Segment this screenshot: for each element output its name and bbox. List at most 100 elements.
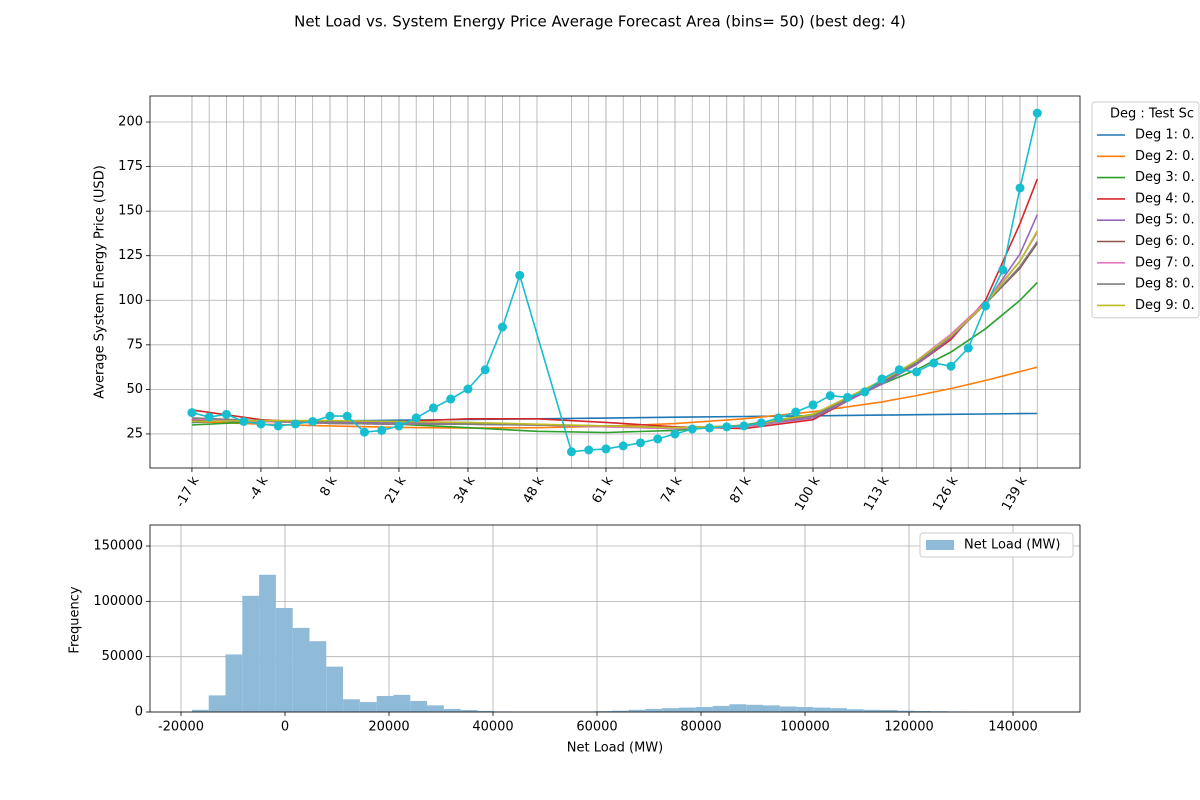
point-marker bbox=[428, 403, 438, 413]
point-marker bbox=[325, 411, 335, 421]
histogram-bar bbox=[914, 711, 931, 712]
point-marker bbox=[446, 394, 456, 404]
x-axis-label: Net Load (MW) bbox=[567, 741, 663, 756]
point-marker bbox=[1015, 183, 1025, 193]
histogram-bar bbox=[712, 705, 730, 712]
legend-label: Deg 6: 0. bbox=[1135, 234, 1195, 249]
histogram-bar bbox=[275, 607, 293, 712]
legend-label: Deg 7: 0. bbox=[1135, 255, 1195, 270]
histogram-bar bbox=[762, 705, 780, 712]
plot-frame bbox=[149, 95, 1081, 469]
histogram-bar bbox=[897, 710, 915, 712]
point-marker bbox=[808, 400, 818, 410]
point-marker bbox=[739, 421, 749, 431]
point-marker bbox=[877, 374, 887, 384]
point-marker bbox=[584, 445, 594, 455]
y-tick-label: 25 bbox=[126, 426, 143, 441]
y-tick-label: 200 bbox=[118, 115, 143, 130]
histogram-bar bbox=[208, 695, 226, 712]
legend-label: Deg 3: 0. bbox=[1135, 170, 1195, 185]
histogram-bar bbox=[846, 709, 864, 712]
point-marker bbox=[411, 413, 421, 423]
histogram-bar bbox=[880, 710, 898, 712]
y-tick-label: 125 bbox=[118, 248, 143, 263]
histogram-bar bbox=[292, 627, 310, 712]
histogram-bar bbox=[460, 710, 478, 712]
x-tick-label: 140000 bbox=[988, 720, 1038, 735]
histogram-bar bbox=[343, 699, 360, 712]
legend-label: Deg 1: 0. bbox=[1135, 128, 1195, 143]
point-marker bbox=[687, 424, 697, 434]
histogram-bar bbox=[830, 708, 847, 712]
point-marker bbox=[653, 434, 663, 444]
legend-box bbox=[919, 532, 1074, 558]
histogram-bar bbox=[191, 709, 209, 712]
histogram-bar bbox=[662, 708, 680, 712]
histogram-bar bbox=[309, 641, 327, 712]
legend-label: Deg 8: 0. bbox=[1135, 277, 1195, 292]
point-marker bbox=[515, 270, 525, 280]
point-marker bbox=[963, 343, 973, 353]
point-marker bbox=[342, 411, 352, 421]
histogram-bar bbox=[679, 707, 696, 712]
x-tick-label: -20000 bbox=[158, 720, 204, 735]
point-marker bbox=[773, 413, 783, 423]
point-marker bbox=[618, 441, 628, 451]
point-marker bbox=[946, 361, 956, 371]
histogram-bar bbox=[326, 666, 344, 712]
legend-label: Deg 2: 0. bbox=[1135, 149, 1195, 164]
legend-swatch bbox=[926, 540, 954, 550]
histogram-bar bbox=[729, 704, 747, 712]
point-marker bbox=[722, 422, 732, 432]
histogram-bar bbox=[225, 654, 243, 712]
point-marker bbox=[912, 367, 922, 377]
legend-label: Deg 9: 0. bbox=[1135, 298, 1195, 313]
point-marker bbox=[929, 358, 939, 368]
histogram-bar bbox=[863, 709, 881, 712]
point-marker bbox=[204, 412, 214, 422]
point-marker bbox=[480, 365, 490, 375]
histogram-bar bbox=[796, 707, 814, 712]
point-marker bbox=[670, 429, 680, 439]
legend-label: Deg 4: 0. bbox=[1135, 191, 1195, 206]
y-tick-label: 100000 bbox=[93, 594, 143, 609]
point-marker bbox=[566, 447, 576, 457]
histogram-bar bbox=[611, 710, 629, 712]
histogram-bar bbox=[359, 702, 377, 712]
y-tick-label: 0 bbox=[135, 705, 143, 720]
histogram-bar bbox=[746, 704, 763, 712]
histogram-bar bbox=[695, 707, 713, 712]
chart-title: Net Load vs. System Energy Price Average… bbox=[294, 13, 906, 31]
series-line bbox=[191, 366, 1038, 429]
point-marker bbox=[998, 265, 1008, 275]
point-marker bbox=[1032, 108, 1042, 118]
legend-label: Deg 5: 0. bbox=[1135, 213, 1195, 228]
point-marker bbox=[221, 409, 231, 419]
point-marker bbox=[497, 322, 507, 332]
y-axis-label: Average System Energy Price (USD) bbox=[93, 165, 108, 399]
histogram-bar bbox=[376, 695, 394, 712]
histogram-bar bbox=[628, 709, 646, 712]
point-marker bbox=[463, 384, 473, 394]
point-marker bbox=[601, 444, 611, 454]
histogram-bar bbox=[410, 700, 428, 712]
histogram-bar bbox=[813, 707, 831, 712]
x-tick-label: 0 bbox=[281, 720, 289, 735]
y-tick-label: 50 bbox=[126, 382, 143, 397]
y-tick-label: 150000 bbox=[93, 539, 143, 554]
point-marker bbox=[273, 421, 283, 431]
histogram-bar bbox=[393, 694, 411, 712]
legend-title: Deg : Test Sc bbox=[1110, 107, 1194, 122]
histogram-bar bbox=[779, 706, 797, 712]
point-marker bbox=[704, 423, 714, 433]
point-marker bbox=[256, 419, 266, 429]
point-marker bbox=[290, 419, 300, 429]
point-marker bbox=[791, 407, 801, 417]
x-tick-label: 60000 bbox=[576, 720, 617, 735]
point-marker bbox=[894, 365, 904, 375]
y-tick-label: 100 bbox=[118, 293, 143, 308]
point-marker bbox=[756, 418, 766, 428]
point-marker bbox=[187, 408, 197, 418]
